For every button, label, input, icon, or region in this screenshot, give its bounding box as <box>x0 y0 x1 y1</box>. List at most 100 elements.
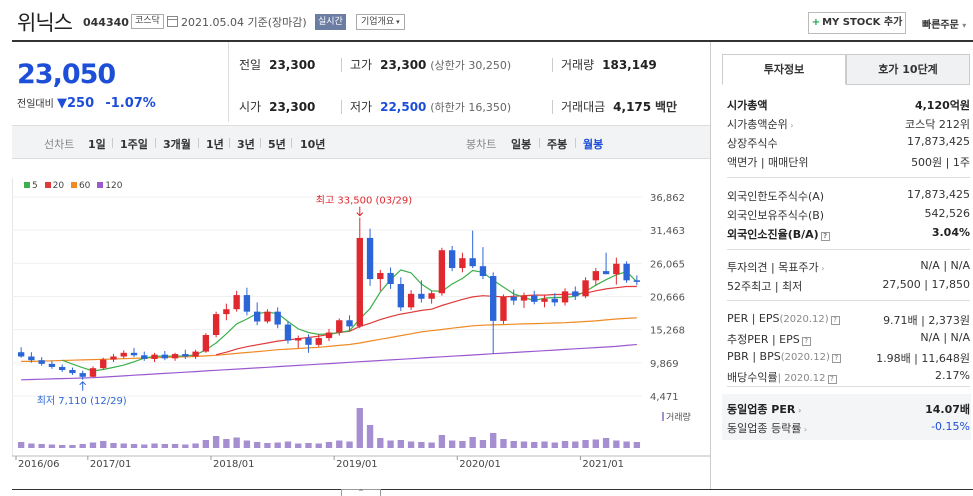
info-row[interactable]: 투자의견 | 목표주가 › N/A | N/A <box>727 259 970 277</box>
x-tick-label: 2018/01 <box>213 459 255 470</box>
candle-body <box>38 360 45 364</box>
info-key: 외국인소진율(B/A)? <box>727 226 830 242</box>
volume-bar <box>192 443 199 448</box>
candlestick-chart: 36,862 31,463 26,065 20,666 15,268 9,869 4,471… <box>11 178 710 470</box>
info-key-text: 외국인보유주식수(B) <box>727 209 825 222</box>
candle-daily[interactable]: 일봉 <box>511 138 532 151</box>
tab-investment-info[interactable]: 투자정보 <box>722 54 846 85</box>
y-tick-label: 4,471 <box>650 392 679 403</box>
candle-body <box>602 271 610 275</box>
period-3y[interactable]: 3년 <box>237 138 255 151</box>
industry-box-bg <box>722 394 971 440</box>
volume-bar <box>336 440 343 448</box>
company-overview-dropdown[interactable]: 기업개요 ▾ <box>356 14 405 30</box>
stat-label: 고가 <box>350 58 373 72</box>
period-5y[interactable]: 5년 <box>268 138 286 151</box>
info-row: 외국인소진율(B/A)? 3.04% <box>727 226 970 244</box>
volume-bar <box>561 441 569 448</box>
volume-bar <box>428 442 435 448</box>
price-change: 전일대비 ▼250 -1.07% <box>17 95 156 111</box>
volume-bar <box>490 433 497 448</box>
volume-bar <box>69 445 76 448</box>
collapse-chart-handle[interactable]: ⌃ <box>341 489 381 496</box>
divider <box>575 138 576 148</box>
as-of-date: 2021.05.04 기준(장마감) <box>181 16 307 29</box>
help-icon[interactable]: ? <box>801 337 811 346</box>
add-my-stock-button[interactable]: + MY STOCK 추가 <box>808 12 906 34</box>
candle-body <box>212 314 220 335</box>
info-row[interactable]: 동일업종 등락률 › -0.15% <box>727 420 970 438</box>
info-value: 2.17% <box>935 369 970 382</box>
candle-body <box>479 266 487 277</box>
candle-body <box>110 356 117 360</box>
candle-body <box>89 368 97 377</box>
volume-bar <box>623 441 630 448</box>
info-key: PBR | BPS(2020.12)? <box>727 350 841 363</box>
quick-order-button[interactable]: 빠른주문 ▾ <box>922 16 966 31</box>
candle-body <box>510 296 517 301</box>
help-icon[interactable]: ? <box>830 316 840 325</box>
stat-value: 23,300 <box>269 100 316 114</box>
volume-bar <box>233 437 240 448</box>
tab-order-book-10[interactable]: 호가 10단계 <box>846 54 970 85</box>
info-row[interactable]: 시가총액순위 › 코스닥 212위 <box>727 116 970 134</box>
section-divider <box>727 386 970 387</box>
current-price: 23,050 <box>17 59 116 90</box>
help-icon[interactable]: ? <box>831 354 841 363</box>
info-key-text: 추정PER | EPS <box>727 333 800 346</box>
info-key: 52주최고 | 최저 <box>727 278 802 294</box>
candle-body <box>438 250 446 294</box>
caret-down-icon: ▾ <box>962 21 967 30</box>
period-1y[interactable]: 1년 <box>206 138 224 151</box>
info-value: 17,873,425 <box>907 135 970 148</box>
x-tick-label: 2021/01 <box>582 459 624 470</box>
volume-legend-swatch <box>662 412 664 421</box>
chevron-right-icon: › <box>801 425 808 434</box>
help-icon[interactable]: ? <box>827 375 837 384</box>
candle-body <box>48 363 56 367</box>
candle-weekly[interactable]: 주봉 <box>547 138 568 151</box>
volume-bar <box>469 437 476 448</box>
low-annotation: 최저 7,110 (12/29) <box>37 395 127 407</box>
volume-bar <box>551 442 558 448</box>
company-name: 위닉스 <box>17 11 73 35</box>
candle-body <box>520 295 528 301</box>
candle-body <box>161 354 168 359</box>
period-10y[interactable]: 10년 <box>300 138 326 151</box>
candle-body <box>377 272 384 280</box>
volume-bar <box>387 440 394 448</box>
info-row: PER | EPS(2020.12)? 9.71배 | 2,373원 <box>727 312 970 330</box>
candle-body <box>407 293 415 308</box>
volume-bar <box>356 408 363 448</box>
info-key: 동일업종 등락률 › <box>727 420 807 436</box>
period-1w[interactable]: 1주일 <box>120 138 148 151</box>
chevron-right-icon: › <box>795 406 802 415</box>
chevron-right-icon: › <box>818 264 825 273</box>
x-tick-label: 2019/01 <box>336 459 378 470</box>
x-tick-label: 2017/01 <box>90 459 132 470</box>
volume-bar <box>438 435 446 448</box>
volume-bar <box>38 444 45 448</box>
legend-swatch-ma20 <box>44 182 51 188</box>
candle-body <box>28 356 35 361</box>
realtime-button[interactable]: 실시간 <box>315 14 346 30</box>
period-3m[interactable]: 3개월 <box>163 138 191 151</box>
section-divider <box>727 249 970 250</box>
price-chart[interactable]: 5 20 60 120 36,862 31,463 26,065 20,666 15,2… <box>11 175 710 475</box>
volume-bar <box>243 440 251 448</box>
info-value: 14.07배 <box>925 403 970 416</box>
candle-body <box>120 352 127 357</box>
candle-body <box>141 355 148 359</box>
period-1d[interactable]: 1일 <box>88 138 106 151</box>
candle-body <box>561 291 569 303</box>
info-row[interactable]: 동일업종 PER › 14.07배 <box>727 401 970 419</box>
legend-ma5: 5 <box>32 181 38 191</box>
info-tabs: 투자정보 호가 10단계 <box>722 54 971 85</box>
candle-body <box>531 295 538 302</box>
divider <box>291 138 292 148</box>
help-icon[interactable]: ? <box>820 232 830 241</box>
volume-bar <box>346 441 353 448</box>
candle-monthly[interactable]: 월봉 <box>583 138 604 151</box>
price-summary: 23,050 전일대비 ▼250 -1.07% <box>12 42 228 122</box>
stat-value: 22,500 <box>380 100 427 114</box>
